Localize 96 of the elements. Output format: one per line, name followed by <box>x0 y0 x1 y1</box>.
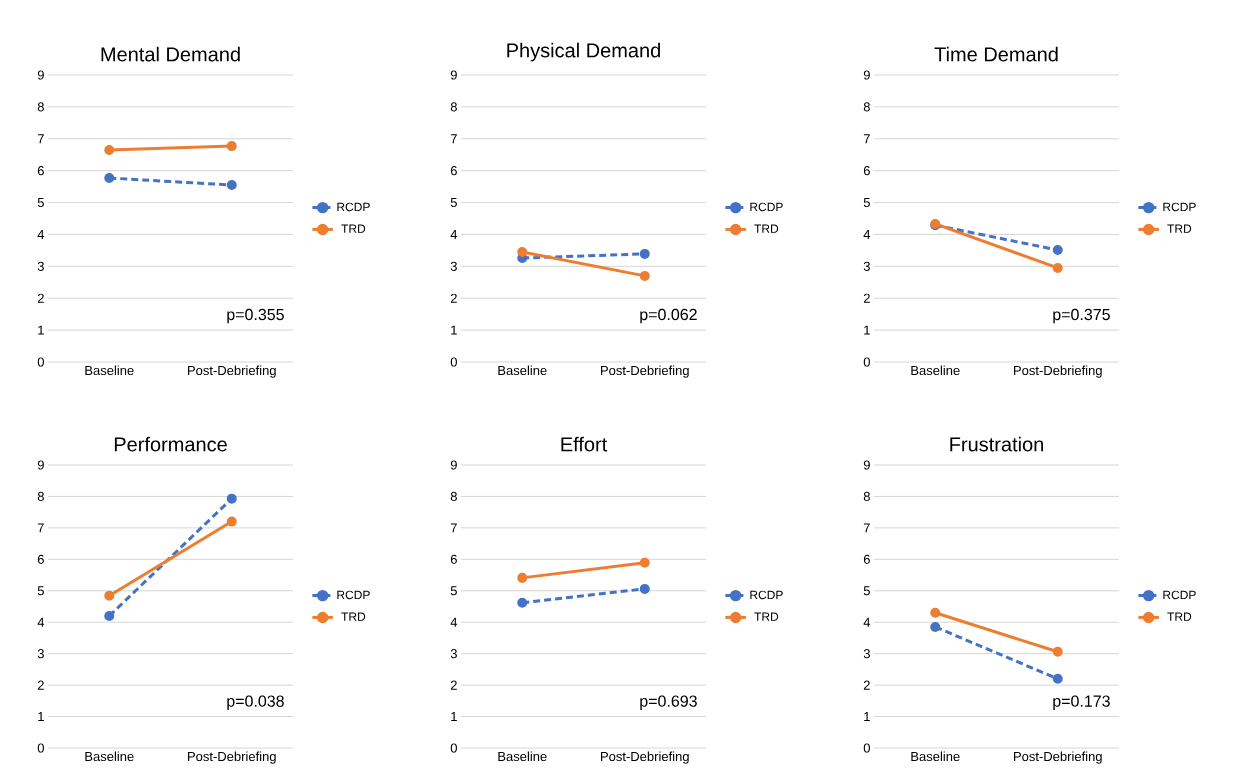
annotation: p=0.173 <box>1053 695 1110 710</box>
legend-label: RCDP <box>750 590 783 600</box>
x-tick-label: Baseline <box>85 751 134 762</box>
y-tick-label: 7 <box>37 134 44 144</box>
chart-title: Performance <box>114 436 227 452</box>
y-tick-label: 9 <box>450 460 457 470</box>
y-tick-label: 3 <box>863 649 870 659</box>
y-tick-label: 5 <box>863 586 870 596</box>
annotation: p=0.355 <box>227 308 284 324</box>
x-tick-label: Post-Debriefing <box>188 365 276 378</box>
y-tick-label: 1 <box>38 325 44 335</box>
y-tick-label: 5 <box>450 586 457 596</box>
y-tick-label: 5 <box>863 198 870 208</box>
y-tick-label: 8 <box>37 102 44 112</box>
y-tick-label: 2 <box>37 293 44 303</box>
y-tick-label: 0 <box>450 743 457 753</box>
y-tick-label: 9 <box>450 70 457 80</box>
y-tick-label: 4 <box>863 617 871 627</box>
y-tick-label: 1 <box>451 325 457 335</box>
y-tick-label: 2 <box>37 680 44 690</box>
y-tick-label: 1 <box>864 712 870 722</box>
y-tick-label: 4 <box>450 229 458 239</box>
y-tick-label: 0 <box>863 743 870 753</box>
legend-label: TRD <box>341 224 366 233</box>
y-tick-label: 6 <box>37 554 44 564</box>
y-tick-label: 6 <box>37 166 44 176</box>
chart-title: Physical Demand <box>507 42 660 62</box>
y-tick-label: 8 <box>863 102 870 112</box>
y-tick-label: 4 <box>863 229 871 239</box>
y-tick-label: 8 <box>37 491 44 502</box>
legend-label: TRD <box>1167 224 1192 233</box>
y-tick-label: 4 <box>37 617 45 627</box>
y-tick-label: 7 <box>863 134 870 144</box>
legend-label: TRD <box>754 224 779 233</box>
y-tick-label: 3 <box>37 649 44 659</box>
x-tick-label: Baseline <box>498 751 547 762</box>
y-tick-label: 5 <box>450 198 457 208</box>
y-tick-label: 0 <box>37 743 44 753</box>
x-tick-label: Post-Debriefing <box>1014 365 1102 378</box>
y-tick-label: 2 <box>450 293 457 303</box>
y-tick-label: 3 <box>450 649 457 659</box>
y-tick-label: 6 <box>863 554 870 564</box>
y-tick-label: 6 <box>863 166 870 176</box>
y-tick-label: 2 <box>450 680 457 690</box>
y-tick-label: 4 <box>450 617 458 627</box>
y-tick-label: 3 <box>37 261 44 271</box>
y-tick-label: 6 <box>450 554 457 564</box>
chart-title: Effort <box>561 436 608 452</box>
x-tick-label: Baseline <box>85 365 134 376</box>
annotation: p=0.375 <box>1053 308 1110 324</box>
y-tick-label: 3 <box>450 261 457 271</box>
y-tick-label: 2 <box>863 680 870 690</box>
y-tick-label: 5 <box>37 586 44 596</box>
legend-label: RCDP <box>1163 202 1196 212</box>
y-tick-label: 4 <box>37 229 45 239</box>
legend-label: TRD <box>341 612 366 621</box>
x-tick-label: Post-Debriefing <box>601 365 689 378</box>
legend-label: RCDP <box>750 202 783 212</box>
legend-label: RCDP <box>337 202 370 212</box>
y-tick-label: 1 <box>864 325 870 335</box>
y-tick-label: 0 <box>450 357 457 367</box>
y-tick-label: 0 <box>863 357 870 367</box>
x-tick-label: Post-Debriefing <box>1014 751 1102 764</box>
y-tick-label: 8 <box>450 491 457 502</box>
y-tick-label: 1 <box>451 712 457 722</box>
y-tick-label: 7 <box>863 523 870 533</box>
annotation: p=0.038 <box>227 695 284 710</box>
chart-title: Frustration <box>950 436 1043 452</box>
y-tick-label: 5 <box>37 198 44 208</box>
legend-label: TRD <box>1167 612 1192 621</box>
y-tick-label: 3 <box>863 261 870 271</box>
legend-label: RCDP <box>337 590 370 600</box>
y-tick-label: 8 <box>450 102 457 112</box>
y-tick-label: 1 <box>38 712 44 722</box>
y-tick-label: 9 <box>37 70 44 80</box>
x-tick-label: Baseline <box>498 365 547 376</box>
legend-label: RCDP <box>1163 590 1196 600</box>
y-tick-label: 2 <box>863 293 870 303</box>
y-tick-label: 6 <box>450 166 457 176</box>
x-tick-label: Post-Debriefing <box>188 751 276 764</box>
y-tick-label: 9 <box>863 70 870 80</box>
y-tick-label: 9 <box>863 460 870 470</box>
legend-label: TRD <box>754 612 779 621</box>
chart-title: Time Demand <box>934 46 1058 62</box>
x-tick-label: Baseline <box>911 751 960 762</box>
y-tick-label: 9 <box>37 460 44 470</box>
y-tick-label: 7 <box>37 523 44 533</box>
y-tick-label: 8 <box>863 491 870 502</box>
y-tick-label: 7 <box>450 134 457 144</box>
y-tick-label: 0 <box>37 357 44 367</box>
x-tick-label: Baseline <box>911 365 960 376</box>
y-tick-label: 7 <box>450 523 457 533</box>
annotation: p=0.693 <box>640 695 697 710</box>
annotation: p=0.062 <box>640 308 697 324</box>
chart-title: Mental Demand <box>101 46 240 62</box>
x-tick-label: Post-Debriefing <box>601 751 689 764</box>
